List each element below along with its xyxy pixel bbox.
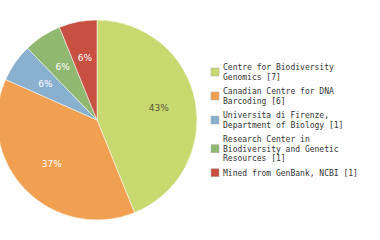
data-label: 37% [42, 159, 62, 169]
legend-label-line: Barcoding [6] [223, 97, 286, 106]
legend-label-line: Genomics [7] [223, 73, 281, 82]
legend-item: Centre for BiodiversityGenomics [7] [211, 63, 334, 82]
legend-label: Research Center inBiodiversity and Genet… [223, 135, 339, 163]
legend-swatch [211, 92, 219, 100]
chart: 43%37%6%6%6%Centre for BiodiversityGenom… [0, 0, 380, 240]
legend-label: Centre for BiodiversityGenomics [7] [223, 63, 334, 82]
pie [0, 20, 197, 220]
legend-swatch [211, 116, 219, 124]
legend-swatch [211, 68, 219, 76]
legend-label-line: Canadian Centre for DNA [223, 87, 334, 96]
legend-label-line: Mined from GenBank, NCBI [1] [223, 169, 358, 178]
legend-item: Research Center inBiodiversity and Genet… [211, 135, 339, 163]
legend-label: Mined from GenBank, NCBI [1] [223, 169, 358, 178]
legend-label-line: Resources [1] [223, 154, 286, 163]
legend-item: Universita di Firenze,Department of Biol… [211, 111, 343, 130]
data-label: 6% [38, 79, 53, 89]
legend-label-line: Research Center in [223, 135, 310, 144]
data-label: 43% [149, 103, 169, 113]
data-label: 6% [55, 62, 70, 72]
legend-item: Mined from GenBank, NCBI [1] [211, 169, 358, 178]
data-labels: 43%37%6%6%6% [38, 53, 169, 169]
legend-label: Canadian Centre for DNABarcoding [6] [223, 87, 334, 106]
legend: Centre for BiodiversityGenomics [7] Canad… [211, 63, 358, 178]
legend-label-line: Centre for Biodiversity [223, 63, 334, 72]
legend-label-line: Biodiversity and Genetic [223, 145, 339, 154]
legend-label-line: Department of Biology [1] [223, 121, 343, 130]
legend-label-line: Universita di Firenze, [223, 111, 329, 120]
legend-swatch [211, 169, 219, 177]
legend-label: Universita di Firenze,Department of Biol… [223, 111, 343, 130]
legend-swatch [211, 145, 219, 153]
legend-item: Canadian Centre for DNABarcoding [6] [211, 87, 334, 106]
data-label: 6% [78, 53, 93, 63]
